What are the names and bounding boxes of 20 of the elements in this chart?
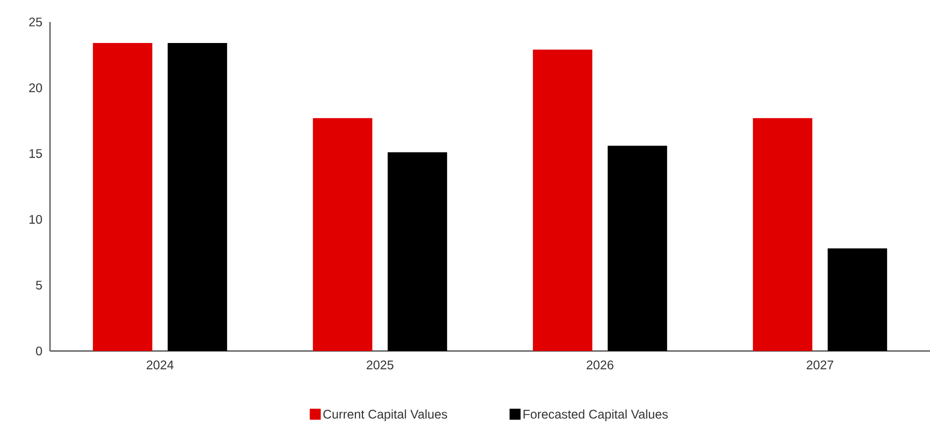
legend-label: Current Capital Values bbox=[323, 409, 448, 422]
bar bbox=[92, 43, 152, 351]
y-tick-label: 0 bbox=[36, 346, 42, 356]
bar bbox=[312, 118, 372, 351]
bar bbox=[168, 43, 228, 351]
x-tick-label: 2026 bbox=[586, 360, 614, 370]
y-tick-label: 20 bbox=[29, 83, 42, 92]
y-tick-label: 25 bbox=[29, 18, 42, 26]
bar bbox=[388, 152, 448, 351]
bar bbox=[608, 146, 668, 351]
bar bbox=[828, 248, 888, 351]
x-tick-label: 2024 bbox=[146, 360, 174, 370]
bar bbox=[532, 50, 592, 351]
bar bbox=[752, 118, 812, 351]
legend-label: Forecasted Capital Values bbox=[524, 409, 668, 422]
y-tick-label: 15 bbox=[30, 149, 42, 158]
y-tick-label: 10 bbox=[30, 214, 42, 224]
y-tick-label: 5 bbox=[36, 280, 42, 290]
x-tick-label: 2025 bbox=[366, 360, 394, 370]
x-tick-label: 2027 bbox=[806, 360, 834, 370]
